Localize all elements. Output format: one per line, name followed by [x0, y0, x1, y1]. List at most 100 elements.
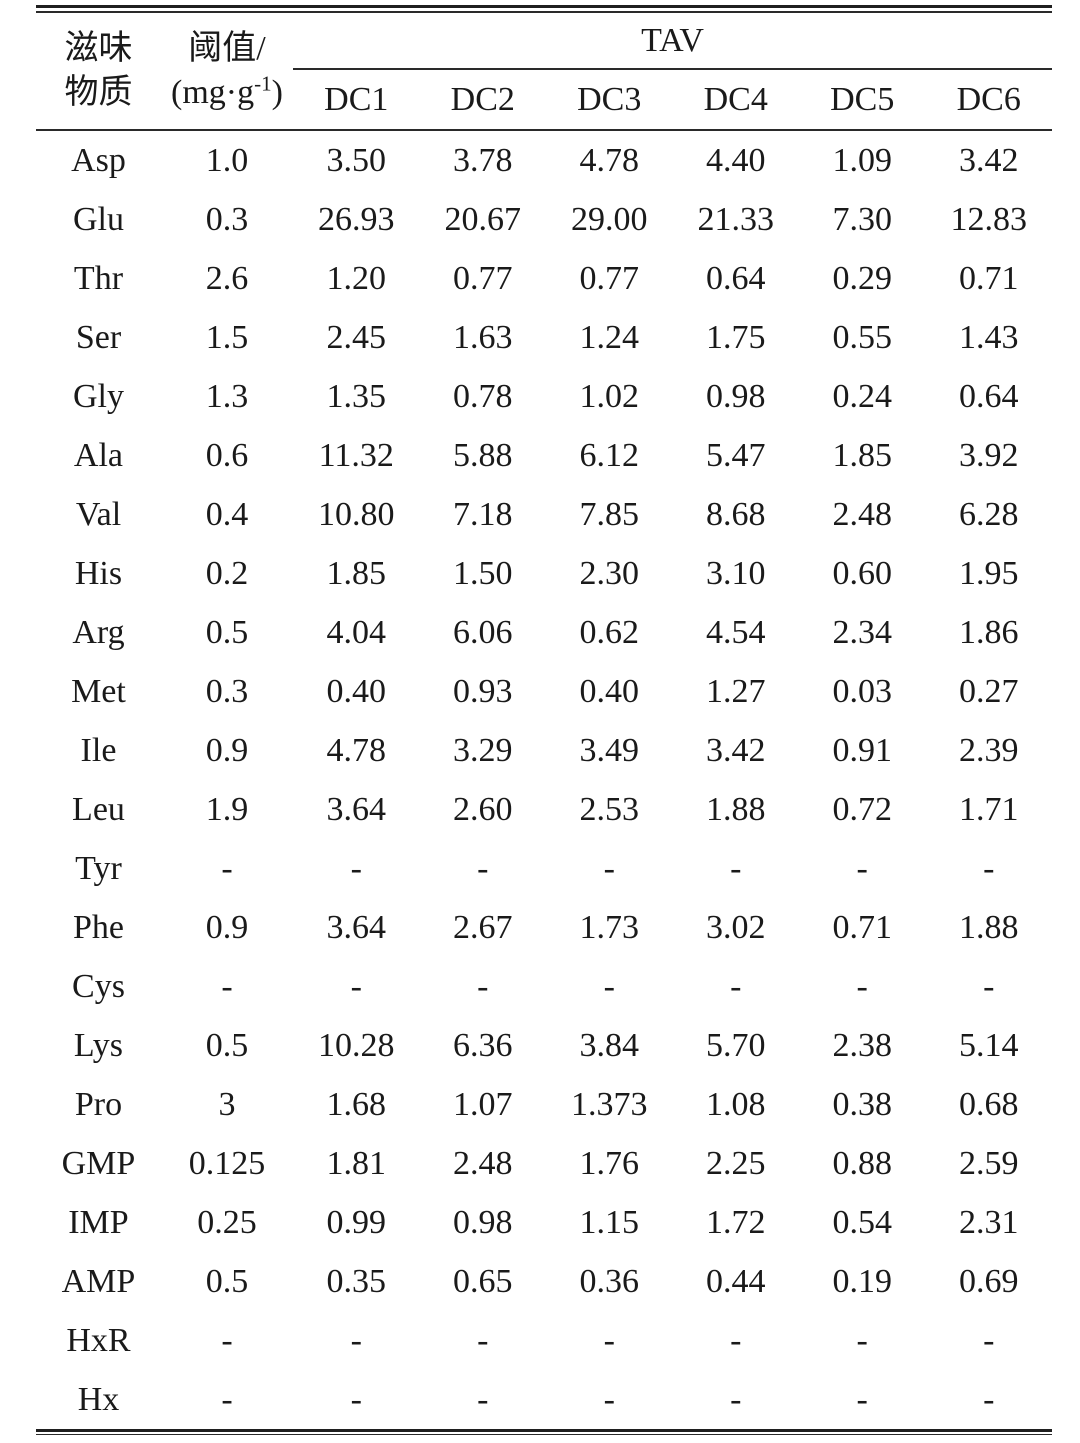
- tav-value-cell: -: [603, 1380, 615, 1418]
- table-row: AMP 0.5 0.35 0.65 0.36 0.44 0.19 0.69: [36, 1252, 1052, 1311]
- table-row: Met 0.3 0.40 0.93 0.40 1.27 0.03 0.27: [36, 662, 1052, 721]
- threshold-cell: 1.9: [205, 790, 249, 828]
- tav-value-cell: 1.08: [705, 1085, 766, 1123]
- tav-value-cell: 1.95: [958, 554, 1019, 592]
- tav-value-cell: 2.39: [958, 731, 1019, 769]
- tav-value-cell: 21.33: [697, 200, 774, 238]
- tav-value-cell: 0.71: [832, 908, 892, 946]
- tav-value-cell: 0.72: [832, 790, 892, 828]
- threshold-cell: 0.25: [197, 1203, 257, 1241]
- tav-value-cell: -: [603, 849, 615, 887]
- tav-value-cell: 1.73: [579, 908, 639, 946]
- threshold-column-header: 阈值/ (mg·g-1): [160, 13, 294, 131]
- table-row: Pro 3 1.68 1.07 1.373 1.08 0.38 0.68: [36, 1075, 1052, 1134]
- tav-value-cell: 1.50: [453, 554, 513, 592]
- tav-value-cell: -: [856, 967, 868, 1005]
- table-row: Hx - - - - - - -: [36, 1370, 1052, 1429]
- substance-cell: Ser: [75, 318, 122, 356]
- tav-value-cell: -: [983, 967, 995, 1005]
- table-header: 滋味 物质 阈值/ (mg·g-1) TAV DC1 DC2 DC3 DC4 D…: [36, 13, 1052, 131]
- tav-value-cell: 0.55: [832, 318, 892, 356]
- tav-value-cell: 1.88: [705, 790, 766, 828]
- dc-header-row: DC1 DC2 DC3 DC4 DC5 DC6: [36, 69, 1052, 131]
- tav-value-cell: 2.25: [705, 1144, 766, 1182]
- tav-value-cell: 1.71: [958, 790, 1019, 828]
- substance-cell: Phe: [72, 908, 124, 946]
- tav-value-cell: 7.30: [832, 200, 892, 238]
- tav-span-header: TAV: [293, 13, 1052, 70]
- tav-value-cell: 3.29: [453, 731, 513, 769]
- tav-value-cell: 0.38: [832, 1085, 892, 1123]
- tav-value-cell: 2.53: [579, 790, 639, 828]
- tav-value-cell: 0.19: [832, 1262, 892, 1300]
- tav-value-cell: 10.28: [318, 1026, 395, 1064]
- threshold-unit: (mg·g-1): [171, 71, 283, 111]
- tav-value-cell: 1.86: [958, 613, 1019, 651]
- tav-value-cell: 10.80: [318, 495, 395, 533]
- tav-value-cell: 6.12: [579, 436, 639, 474]
- tav-value-cell: 0.40: [326, 672, 387, 710]
- tav-value-cell: 2.31: [958, 1203, 1019, 1241]
- tav-value-cell: 1.72: [705, 1203, 766, 1241]
- table-row: Val 0.4 10.80 7.18 7.85 8.68 2.48 6.28: [36, 485, 1052, 544]
- tav-value-cell: 1.15: [579, 1203, 639, 1241]
- tav-value-cell: 2.38: [832, 1026, 892, 1064]
- tav-value-cell: 1.76: [579, 1144, 639, 1182]
- tav-value-cell: 6.28: [958, 495, 1019, 533]
- tav-value-cell: 3.10: [705, 554, 766, 592]
- tav-value-cell: 5.70: [705, 1026, 766, 1064]
- table-row: HxR - - - - - - -: [36, 1311, 1052, 1370]
- tav-value-cell: 3.50: [326, 141, 387, 179]
- threshold-cell: 0.5: [205, 613, 249, 651]
- table-body: Asp 1.0 3.50 3.78 4.78 4.40 1.09 3.42 Glu 0.3 26.9…: [36, 130, 1052, 1429]
- tav-value-cell: 1.85: [832, 436, 892, 474]
- substance-cell: Thr: [73, 259, 124, 297]
- tav-value-cell: 3.78: [453, 141, 513, 179]
- tav-value-cell: -: [603, 1321, 615, 1359]
- tav-value-cell: 1.09: [832, 141, 892, 179]
- tav-value-cell: 0.65: [453, 1262, 513, 1300]
- tav-value-cell: 0.71: [958, 259, 1019, 297]
- tav-value-cell: 0.77: [453, 259, 513, 297]
- tav-value-cell: 2.48: [453, 1144, 513, 1182]
- threshold-cell: 0.3: [205, 672, 249, 710]
- tav-value-cell: 5.14: [958, 1026, 1019, 1064]
- tav-value-cell: 7.18: [453, 495, 513, 533]
- tav-value-cell: -: [983, 1321, 995, 1359]
- tav-value-cell: 0.77: [579, 259, 639, 297]
- tav-value-cell: 3.64: [326, 908, 387, 946]
- tav-value-cell: 6.36: [453, 1026, 513, 1064]
- substance-cell: HxR: [66, 1321, 131, 1359]
- tav-value-cell: 8.68: [705, 495, 766, 533]
- tav-value-cell: 0.98: [705, 377, 766, 415]
- tav-value-cell: 0.27: [958, 672, 1019, 710]
- substance-header-line1: 滋味: [64, 29, 133, 67]
- tav-value-cell: 0.29: [832, 259, 892, 297]
- threshold-cell: 1.0: [205, 141, 249, 179]
- substance-cell: AMP: [61, 1262, 136, 1300]
- table-row: Ala 0.6 11.32 5.88 6.12 5.47 1.85 3.92: [36, 426, 1052, 485]
- threshold-unit-superscript: -1: [254, 71, 272, 96]
- substance-cell: Met: [71, 672, 126, 710]
- table-row: Ser 1.5 2.45 1.63 1.24 1.75 0.55 1.43: [36, 308, 1052, 367]
- tav-value-cell: 0.78: [453, 377, 513, 415]
- threshold-cell: -: [221, 849, 233, 887]
- tav-value-cell: -: [350, 849, 362, 887]
- tav-value-cell: 0.99: [326, 1203, 387, 1241]
- substance-cell: Val: [75, 495, 122, 533]
- tav-value-cell: 0.54: [832, 1203, 892, 1241]
- tav-value-cell: 0.64: [705, 259, 766, 297]
- table-row: GMP 0.125 1.81 2.48 1.76 2.25 0.88 2.59: [36, 1134, 1052, 1193]
- tav-value-cell: 1.35: [326, 377, 387, 415]
- column-header-dc2: DC2: [419, 69, 546, 131]
- threshold-cell: 0.9: [205, 731, 249, 769]
- tav-value-cell: 0.40: [579, 672, 639, 710]
- tav-value-cell: -: [477, 849, 489, 887]
- tav-value-cell: 4.04: [326, 613, 387, 651]
- tav-value-cell: 0.62: [579, 613, 639, 651]
- threshold-cell: 2.6: [205, 259, 249, 297]
- tav-value-cell: 0.24: [832, 377, 892, 415]
- tav-value-cell: -: [350, 1321, 362, 1359]
- tav-value-cell: 1.24: [579, 318, 639, 356]
